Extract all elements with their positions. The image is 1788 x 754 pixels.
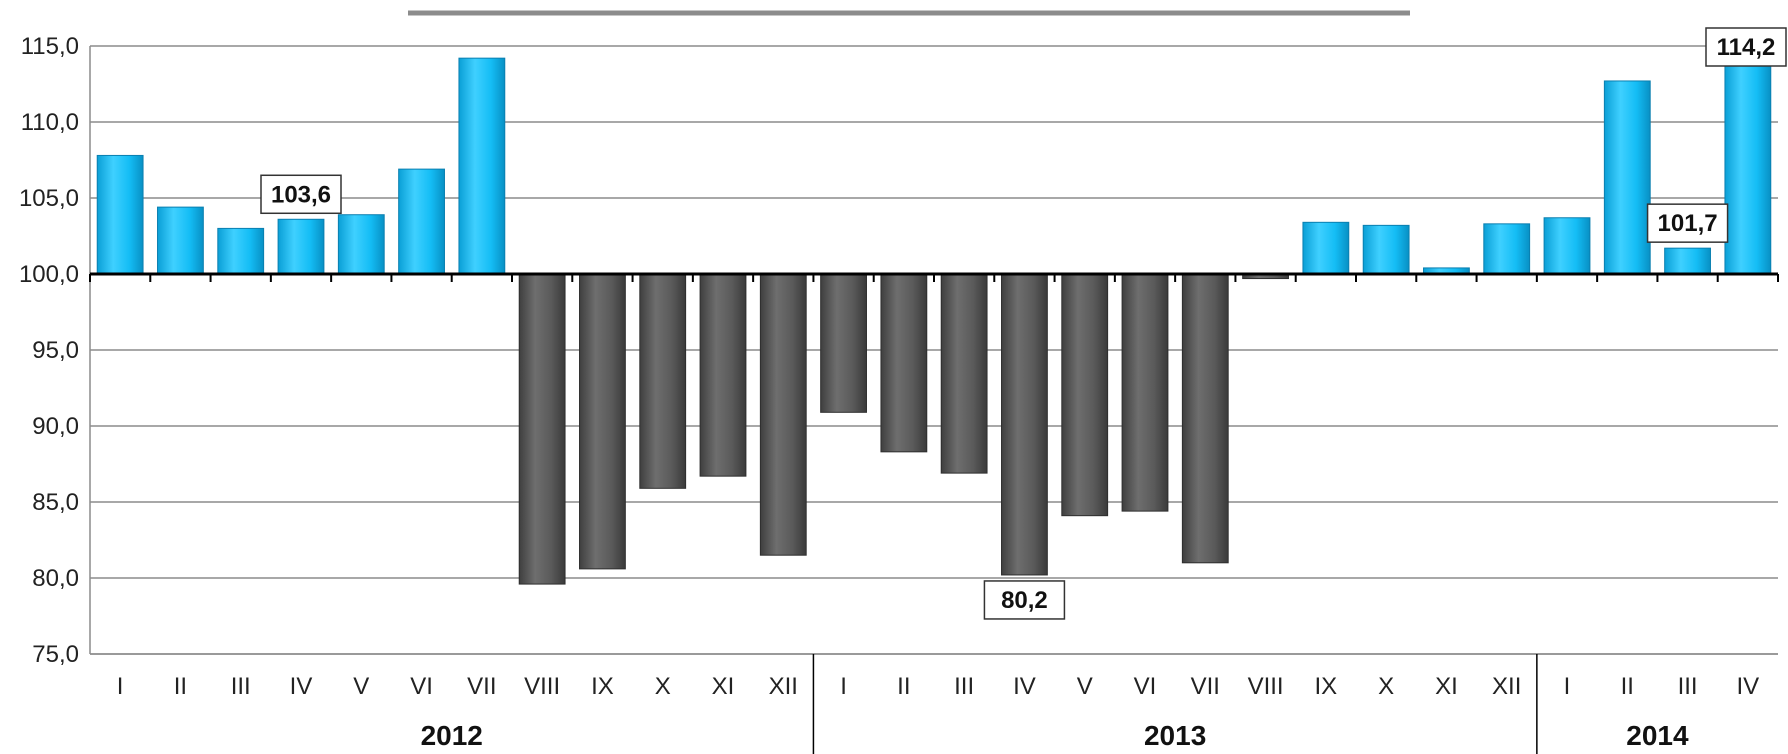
- bar-23: [1483, 223, 1531, 275]
- x-tick-label: II: [1621, 673, 1634, 700]
- x-tick-label: II: [174, 673, 187, 700]
- bar-27: [1724, 57, 1772, 275]
- x-tick-label: I: [117, 673, 124, 700]
- x-tick-label: IV: [1737, 673, 1760, 700]
- x-tick-label: II: [897, 673, 910, 700]
- bar-8: [579, 273, 626, 570]
- svg-text:80,2: 80,2: [1001, 587, 1048, 614]
- bar-3: [277, 218, 325, 275]
- x-tick-label: VII: [1191, 673, 1220, 700]
- x-tick-label: XI: [712, 673, 735, 700]
- x-tick-label: IV: [1013, 673, 1036, 700]
- x-tick-label: III: [231, 673, 251, 700]
- x-tick-label: IX: [591, 673, 614, 700]
- x-tick-label: VIII: [1248, 673, 1284, 700]
- x-tick-label: I: [840, 673, 847, 700]
- bar-26: [1664, 247, 1711, 275]
- bar-11: [759, 273, 807, 556]
- y-tick-label: 105,0: [19, 185, 79, 212]
- bar-25: [1603, 80, 1651, 275]
- data-label: 103,6: [260, 174, 342, 215]
- bar-12: [820, 273, 867, 413]
- x-tick-label: X: [1378, 673, 1394, 700]
- x-tick-label: VIII: [524, 673, 560, 700]
- svg-text:114,2: 114,2: [1717, 34, 1776, 61]
- y-tick-label: 80,0: [32, 565, 79, 592]
- x-tick-label: VI: [1134, 673, 1157, 700]
- y-tick-label: 75,0: [32, 641, 79, 668]
- bar-15: [1001, 273, 1048, 576]
- bar-10: [699, 273, 747, 477]
- x-tick-label: V: [1077, 673, 1093, 700]
- svg-text:101,7: 101,7: [1658, 210, 1718, 237]
- year-label-2013: 2013: [1144, 720, 1206, 751]
- x-tick-label: III: [1678, 673, 1698, 700]
- x-tick-label: VI: [410, 673, 433, 700]
- bar-6: [458, 57, 506, 275]
- bar-20: [1302, 221, 1350, 275]
- bar-13: [880, 273, 928, 453]
- bar-9: [639, 273, 687, 489]
- bar-2: [217, 227, 265, 275]
- y-tick-label: 90,0: [32, 413, 79, 440]
- y-tick-label: 110,0: [21, 109, 79, 136]
- bar-24: [1543, 217, 1591, 275]
- y-tick-label: 85,0: [32, 489, 79, 516]
- y-tick-label: 100,0: [19, 261, 79, 288]
- year-label-2014: 2014: [1626, 720, 1689, 751]
- bar-14: [940, 273, 988, 474]
- bar-16: [1061, 273, 1109, 517]
- x-tick-label: XI: [1435, 673, 1458, 700]
- year-label-2012: 2012: [421, 720, 483, 751]
- bar-1: [157, 206, 204, 275]
- x-tick-label: VII: [467, 673, 496, 700]
- x-tick-label: I: [1564, 673, 1571, 700]
- data-label: 114,2: [1705, 27, 1787, 67]
- bar-4: [337, 214, 385, 275]
- y-tick-label: 95,0: [32, 337, 79, 364]
- x-tick-label: XII: [769, 673, 798, 700]
- x-tick-label: V: [353, 673, 369, 700]
- x-tick-label: X: [655, 673, 671, 700]
- x-tick-label: IX: [1315, 673, 1338, 700]
- bar-5: [398, 168, 445, 275]
- x-tick-label: IV: [290, 673, 313, 700]
- y-tick-label: 115,0: [21, 33, 79, 60]
- svg-text:103,6: 103,6: [271, 181, 331, 208]
- data-label: 80,2: [983, 580, 1066, 620]
- bar-17: [1121, 273, 1169, 512]
- bar-18: [1181, 273, 1229, 564]
- bar-7: [518, 273, 566, 585]
- bar-0: [96, 154, 144, 275]
- data-label: 101,7: [1646, 203, 1729, 243]
- x-tick-label: III: [954, 673, 974, 700]
- x-tick-label: XII: [1492, 673, 1521, 700]
- bar-21: [1362, 224, 1410, 275]
